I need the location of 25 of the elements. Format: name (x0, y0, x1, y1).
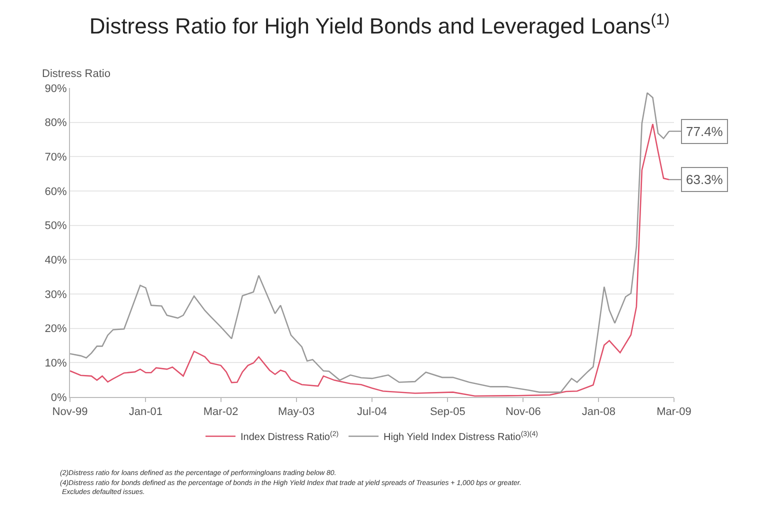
y-tick-label: 90% (44, 82, 68, 95)
x-tick-label: Jan-01 (128, 406, 162, 418)
x-tick-label: Jan-08 (582, 406, 616, 418)
y-tick-label: 40% (44, 254, 68, 267)
y-tick-label: 70% (44, 152, 68, 164)
y-tick-label: 20% (44, 323, 68, 336)
x-tick-label: Mar-09 (656, 406, 692, 418)
x-tick-label: Nov-99 (52, 406, 88, 418)
x-tick-label: Mar-02 (203, 406, 238, 418)
y-tick-label: 80% (44, 117, 68, 130)
y-axis-title: Distress Ratio (42, 68, 110, 80)
x-tick-label: Nov-06 (505, 406, 541, 418)
y-tick-label: 10% (44, 358, 68, 370)
y-tick-label: 30% (44, 288, 68, 301)
y-tick-label: 50% (44, 220, 68, 232)
legend-label: Index Distress Ratio$^{(2)}$ (240, 430, 339, 444)
x-tick-label: Sep-05 (430, 406, 466, 418)
chart-title: Distress Ratio for High Yield Bonds and Leveraged Loans$^{(1)}$ (89, 11, 670, 39)
y-tick-label: 60% (44, 186, 68, 198)
annotation: 63.3% (686, 172, 724, 187)
annotation: 77.4% (686, 124, 724, 139)
x-tick-label: May-03 (278, 406, 315, 418)
y-tick-label: 0% (50, 392, 68, 404)
legend-label: High Yield Index Distress Ratio$^{(3)(4)}$ (384, 430, 538, 444)
x-tick-label: Jul-04 (357, 406, 387, 418)
